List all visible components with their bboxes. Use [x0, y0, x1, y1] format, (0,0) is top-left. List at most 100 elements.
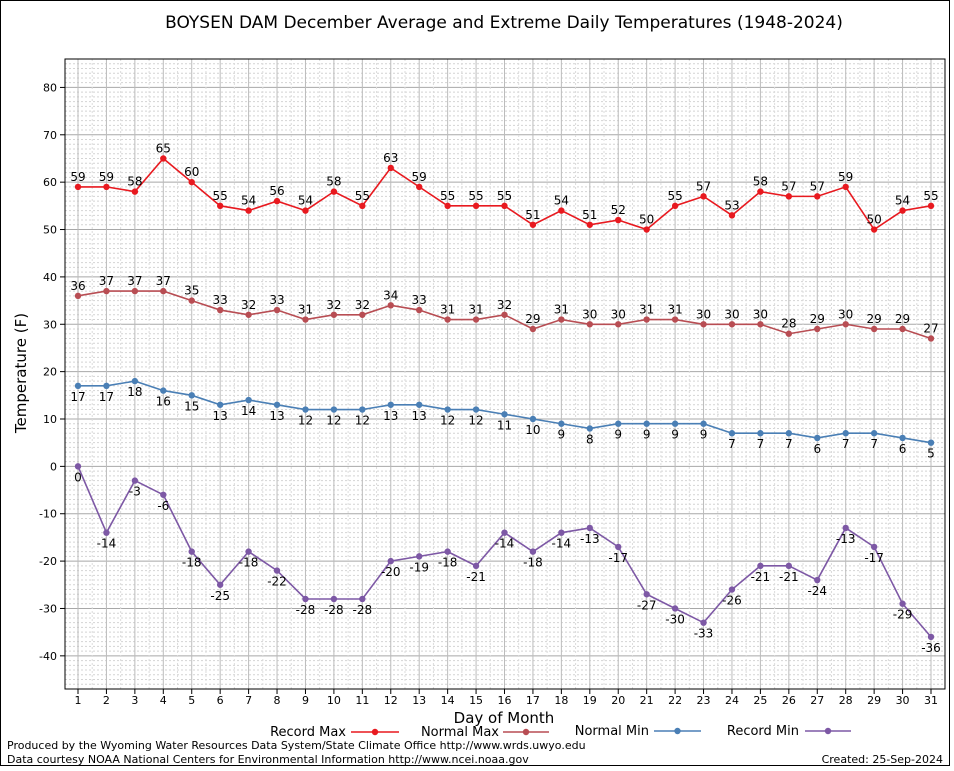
- data-point: [671, 316, 679, 323]
- data-label: 16: [156, 395, 171, 409]
- data-point: [216, 581, 224, 588]
- data-label: 59: [70, 170, 85, 184]
- data-point: [757, 188, 764, 195]
- data-point: [700, 321, 707, 328]
- data-label: 31: [468, 303, 483, 317]
- data-point: [671, 202, 679, 210]
- data-point: [103, 529, 110, 536]
- data-label: 52: [611, 203, 626, 217]
- data-label: 30: [582, 307, 597, 321]
- data-point: [643, 420, 650, 427]
- data-point: [444, 548, 451, 555]
- data-label: 55: [440, 189, 455, 203]
- data-label: 55: [497, 189, 512, 203]
- y-tick-label: 70: [43, 129, 57, 142]
- data-point: [586, 321, 593, 328]
- data-label: -28: [296, 603, 316, 617]
- data-point: [216, 202, 224, 210]
- data-label: 6: [899, 442, 907, 456]
- data-point: [814, 325, 821, 333]
- x-tick-label: 6: [217, 694, 224, 707]
- data-label: 55: [355, 189, 370, 203]
- data-label: 56: [269, 184, 284, 198]
- data-label: -26: [722, 594, 742, 608]
- x-tick-label: 8: [274, 694, 281, 707]
- x-tick-label: 20: [611, 694, 625, 707]
- data-label: -22: [267, 575, 287, 589]
- data-label: 13: [412, 409, 427, 423]
- x-tick-label: 5: [188, 694, 195, 707]
- data-label: 29: [525, 312, 540, 326]
- data-point: [728, 586, 736, 593]
- data-point: [899, 600, 906, 607]
- data-point: [444, 316, 451, 323]
- data-label: -3: [129, 485, 141, 499]
- created-date: Created: 25-Sep-2024: [821, 753, 943, 766]
- series-normal-max: 36 37 37 37 35 33 32 33 31 32 32 34 33 31 31 32 29 31 30 30…: [70, 274, 939, 342]
- data-label: 57: [810, 179, 825, 193]
- data-point: [330, 311, 338, 318]
- data-label: 31: [554, 303, 569, 317]
- legend-marker: [371, 728, 379, 736]
- series-record-min: 0 -14 -3 -6 -18 -25 -18 -22 -28 -28 -28 -20 -19 -18 -2…: [74, 463, 941, 655]
- data-point: [416, 183, 423, 191]
- x-tick-label: 9: [302, 694, 309, 707]
- data-point: [558, 529, 565, 536]
- data-point: [302, 316, 309, 323]
- x-tick-label: 17: [526, 694, 540, 707]
- data-label: 5: [927, 447, 935, 461]
- data-point: [245, 311, 252, 318]
- data-label: 12: [468, 414, 483, 428]
- data-point: [643, 591, 650, 598]
- y-tick-label: -30: [39, 602, 57, 615]
- data-label: 36: [70, 279, 85, 293]
- data-point: [472, 406, 480, 413]
- data-label: 17: [70, 390, 85, 404]
- x-tick-label: 7: [245, 694, 252, 707]
- x-tick-label: 19: [583, 694, 597, 707]
- data-point: [188, 297, 195, 304]
- data-point: [302, 406, 309, 413]
- data-point: [330, 406, 338, 413]
- data-label: 17: [99, 390, 114, 404]
- data-label: 65: [156, 141, 171, 155]
- data-label: 59: [99, 170, 114, 184]
- data-point: [330, 188, 338, 195]
- data-label: 55: [468, 189, 483, 203]
- data-label: 9: [643, 428, 651, 442]
- data-label: 32: [326, 298, 341, 312]
- y-tick-label: 30: [43, 318, 57, 331]
- data-label: -18: [182, 556, 202, 570]
- x-tick-label: 27: [810, 694, 824, 707]
- legend-label: Normal Min: [575, 724, 649, 739]
- credit-line-1: Produced by the Wyoming Water Resources …: [7, 739, 586, 752]
- data-label: 7: [842, 437, 850, 451]
- data-point: [558, 207, 565, 214]
- data-label: -28: [353, 603, 373, 617]
- data-point: [74, 382, 82, 390]
- data-point: [74, 183, 82, 191]
- data-label: -25: [210, 589, 230, 603]
- legend-marker: [674, 727, 681, 735]
- data-label: 29: [895, 312, 910, 326]
- data-point: [103, 382, 110, 390]
- data-label: 27: [923, 321, 938, 335]
- data-label: -14: [552, 537, 572, 551]
- y-tick-label: 10: [43, 413, 57, 426]
- data-label: 7: [728, 437, 736, 451]
- data-label: -19: [409, 560, 429, 574]
- data-point: [387, 401, 394, 408]
- data-point: [501, 202, 508, 210]
- data-label: 13: [383, 409, 398, 423]
- data-point: [302, 595, 309, 603]
- data-point: [359, 311, 366, 318]
- data-label: 59: [838, 170, 853, 184]
- data-label: -14: [97, 537, 117, 551]
- y-tick-label: 40: [43, 271, 57, 284]
- data-label: 11: [497, 418, 512, 432]
- data-label: 30: [696, 307, 711, 321]
- data-point: [472, 316, 480, 323]
- data-point: [615, 216, 622, 224]
- data-label: -27: [637, 598, 657, 612]
